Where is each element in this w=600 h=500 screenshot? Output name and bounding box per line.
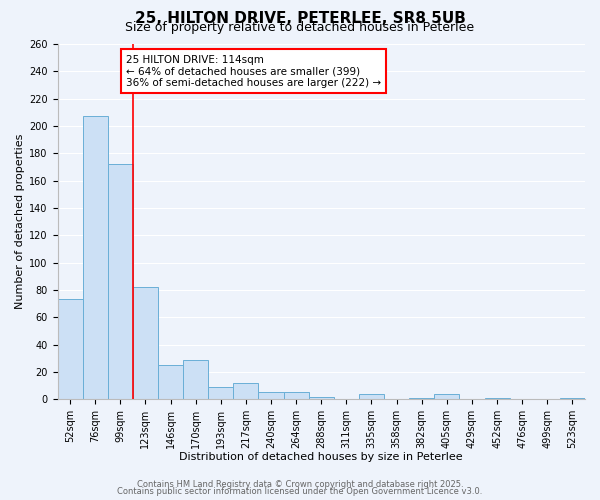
Bar — [485, 398, 509, 399]
Bar — [560, 398, 585, 399]
Bar — [409, 398, 434, 399]
Bar — [83, 116, 108, 399]
Bar — [259, 392, 284, 399]
X-axis label: Distribution of detached houses by size in Peterlee: Distribution of detached houses by size … — [179, 452, 463, 462]
Text: Size of property relative to detached houses in Peterlee: Size of property relative to detached ho… — [125, 21, 475, 34]
Bar — [133, 287, 158, 399]
Text: 25 HILTON DRIVE: 114sqm
← 64% of detached houses are smaller (399)
36% of semi-d: 25 HILTON DRIVE: 114sqm ← 64% of detache… — [126, 54, 381, 88]
Bar — [108, 164, 133, 399]
Bar — [308, 396, 334, 399]
Bar — [434, 394, 460, 399]
Bar — [359, 394, 384, 399]
Bar — [284, 392, 308, 399]
Bar — [183, 360, 208, 399]
Bar — [233, 383, 259, 399]
Bar — [58, 300, 83, 399]
Y-axis label: Number of detached properties: Number of detached properties — [15, 134, 25, 310]
Bar — [158, 365, 183, 399]
Text: Contains HM Land Registry data © Crown copyright and database right 2025.: Contains HM Land Registry data © Crown c… — [137, 480, 463, 489]
Text: Contains public sector information licensed under the Open Government Licence v3: Contains public sector information licen… — [118, 488, 482, 496]
Bar — [208, 387, 233, 399]
Text: 25, HILTON DRIVE, PETERLEE, SR8 5UB: 25, HILTON DRIVE, PETERLEE, SR8 5UB — [134, 11, 466, 26]
